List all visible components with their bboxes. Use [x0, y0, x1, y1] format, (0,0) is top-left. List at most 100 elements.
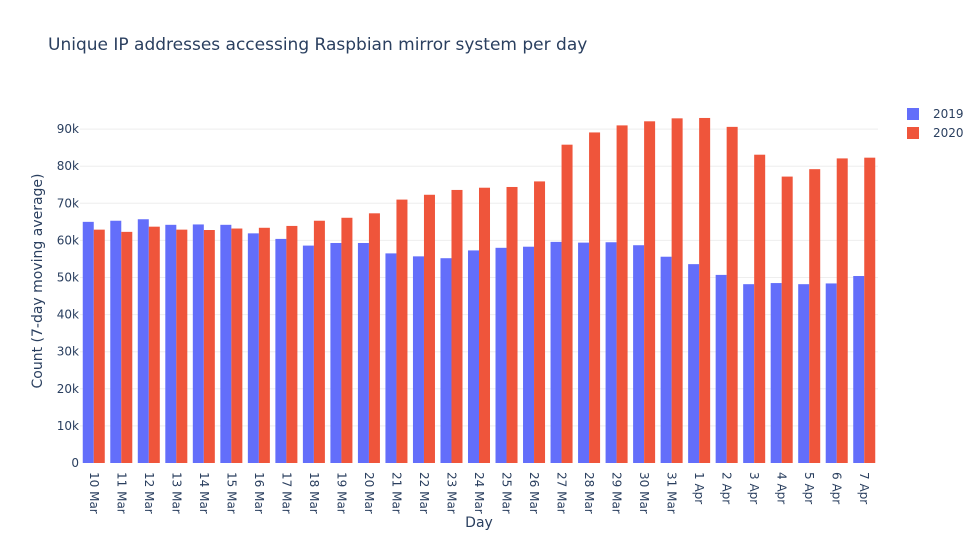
bar-2019-3[interactable]	[165, 224, 177, 463]
bar-2020-8[interactable]	[313, 220, 325, 463]
bar-2020-6[interactable]	[258, 227, 270, 463]
bar-2019-22[interactable]	[688, 264, 700, 463]
bar-2019-18[interactable]	[578, 242, 590, 463]
x-tick-label: 13 Mar	[169, 472, 183, 514]
x-tick-label: 21 Mar	[389, 472, 403, 514]
x-axis-title: Day	[465, 515, 493, 531]
bar-2019-5[interactable]	[220, 224, 232, 463]
bar-2020-9[interactable]	[341, 217, 353, 463]
bar-2019-16[interactable]	[523, 246, 535, 463]
x-tick-label: 27 Mar	[555, 472, 569, 514]
bar-2019-21[interactable]	[660, 256, 672, 463]
x-tick-label: 20 Mar	[362, 472, 376, 514]
bar-2020-20[interactable]	[644, 121, 656, 464]
bar-2020-25[interactable]	[781, 176, 793, 463]
x-tick-label: 18 Mar	[307, 472, 321, 514]
bar-2019-26[interactable]	[798, 284, 810, 463]
bar-2020-3[interactable]	[176, 229, 188, 463]
x-tick-label: 6 Apr	[830, 472, 844, 504]
bar-2019-2[interactable]	[137, 219, 149, 463]
bar-2020-26[interactable]	[809, 169, 821, 463]
bar-2019-14[interactable]	[467, 250, 479, 463]
bar-2019-9[interactable]	[330, 242, 342, 463]
bar-2019-8[interactable]	[302, 245, 314, 463]
bar-2020-27[interactable]	[836, 158, 848, 463]
bar-2019-13[interactable]	[440, 258, 452, 463]
x-tick-label: 1 Apr	[692, 472, 706, 504]
bar-2020-7[interactable]	[286, 225, 298, 463]
y-tick-label: 80k	[57, 159, 79, 173]
bar-2020-22[interactable]	[699, 117, 711, 463]
bar-2019-7[interactable]	[275, 238, 287, 463]
legend-item-2019[interactable]: 2019	[907, 107, 964, 121]
legend[interactable]: 2019 2020	[907, 107, 964, 140]
bar-2019-11[interactable]	[385, 253, 397, 463]
y-tick-label: 30k	[57, 345, 79, 359]
bar-2020-21[interactable]	[671, 118, 683, 463]
bar-2019-24[interactable]	[743, 284, 755, 463]
bar-2019-27[interactable]	[825, 283, 837, 463]
y-tick-label: 0	[71, 456, 79, 470]
x-tick-label: 3 Apr	[747, 472, 761, 504]
bar-2019-20[interactable]	[633, 245, 645, 463]
x-axis: 10 Mar 11 Mar 12 Mar 13 Mar 14 Mar 15 Mar 16 M…	[87, 472, 871, 514]
bar-2020-14[interactable]	[479, 187, 491, 463]
bar-2019-12[interactable]	[412, 256, 424, 463]
bar-2019-1[interactable]	[110, 220, 122, 463]
bar-2020-19[interactable]	[616, 125, 628, 463]
bar-2020-4[interactable]	[203, 230, 215, 463]
bar-2020-23[interactable]	[726, 126, 738, 464]
x-tick-label: 11 Mar	[114, 472, 128, 514]
bars	[82, 117, 876, 464]
x-tick-label: 4 Apr	[775, 472, 789, 504]
bar-2020-0[interactable]	[93, 229, 105, 463]
x-tick-label: 10 Mar	[87, 472, 101, 514]
y-tick-label: 50k	[57, 271, 79, 285]
bar-2020-11[interactable]	[396, 199, 408, 463]
bar-2020-10[interactable]	[368, 213, 380, 463]
x-tick-label: 22 Mar	[417, 472, 431, 514]
y-tick-label: 40k	[57, 308, 79, 322]
chart-title: Unique IP addresses accessing Raspbian m…	[48, 35, 587, 55]
bar-2020-15[interactable]	[506, 186, 518, 463]
bar-2020-17[interactable]	[561, 144, 573, 463]
bar-2019-4[interactable]	[192, 224, 204, 463]
bar-2020-12[interactable]	[423, 194, 435, 463]
y-tick-label: 70k	[57, 196, 79, 210]
x-tick-label: 17 Mar	[279, 472, 293, 514]
bar-2019-15[interactable]	[495, 247, 507, 463]
x-tick-label: 15 Mar	[224, 472, 238, 514]
bar-2019-25[interactable]	[770, 283, 782, 463]
x-tick-label: 31 Mar	[665, 472, 679, 514]
bar-2020-13[interactable]	[451, 189, 463, 463]
x-tick-label: 2 Apr	[720, 472, 734, 504]
y-tick-label: 60k	[57, 233, 79, 247]
bar-2020-28[interactable]	[864, 157, 876, 464]
y-tick-label: 90k	[57, 122, 79, 136]
bar-2019-23[interactable]	[715, 274, 727, 463]
x-tick-label: 26 Mar	[527, 472, 541, 514]
x-tick-label: 14 Mar	[197, 472, 211, 514]
bar-2020-1[interactable]	[121, 231, 133, 463]
legend-label: 2019	[933, 107, 964, 121]
bar-2019-0[interactable]	[82, 221, 94, 463]
bar-2020-24[interactable]	[754, 154, 766, 463]
x-tick-label: 23 Mar	[444, 472, 458, 514]
bar-2019-19[interactable]	[605, 242, 617, 463]
bar-2019-6[interactable]	[247, 233, 259, 463]
x-tick-label: 25 Mar	[500, 472, 514, 514]
bar-2020-5[interactable]	[231, 228, 243, 463]
legend-swatch	[907, 108, 919, 120]
bar-2020-16[interactable]	[534, 181, 546, 463]
y-tick-label: 20k	[57, 382, 79, 396]
bar-2020-18[interactable]	[589, 132, 601, 463]
x-tick-label: 24 Mar	[472, 472, 486, 514]
bar-2019-28[interactable]	[853, 276, 865, 463]
bar-2020-2[interactable]	[148, 226, 160, 463]
y-tick-label: 10k	[57, 419, 79, 433]
bar-2019-10[interactable]	[357, 242, 369, 463]
bar-2019-17[interactable]	[550, 241, 562, 463]
legend-item-2020[interactable]: 2020	[907, 126, 964, 140]
x-tick-label: 5 Apr	[802, 472, 816, 504]
